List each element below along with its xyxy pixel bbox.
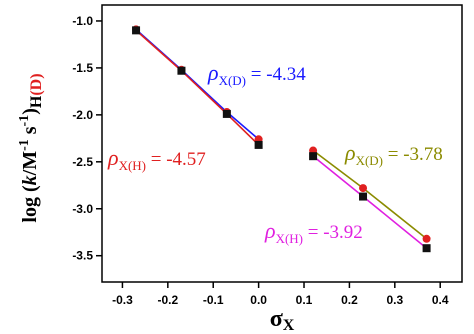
y-tick-label: -2.5 — [72, 155, 93, 169]
annotation: ρX(H) = -4.57 — [107, 145, 206, 173]
y-tick-label: -3.5 — [72, 249, 93, 263]
annotation: ρX(H) = -3.92 — [264, 218, 363, 246]
y-tick-label: -1.5 — [72, 61, 93, 75]
y-label-part: s — [19, 126, 41, 139]
annotation-text: = -4.34 — [246, 64, 306, 85]
marker — [422, 234, 431, 243]
x-tick-label: -0.1 — [203, 293, 224, 307]
annotation-symbol: ρ — [207, 60, 219, 85]
marker — [422, 244, 431, 253]
y-tick-label: -1.0 — [72, 14, 93, 28]
annotation-symbol: ρ — [107, 145, 119, 170]
annotation-subscript: X(D) — [219, 73, 246, 88]
y-label-sub: (D) — [28, 73, 45, 95]
marker — [177, 66, 186, 75]
y-label-sub: H — [28, 95, 45, 108]
y-tick-label: -2.0 — [72, 108, 93, 122]
annotation-subscript: X(D) — [356, 153, 383, 168]
annotation-text: = -3.92 — [303, 222, 363, 243]
marker — [359, 184, 368, 193]
y-label-part: k — [19, 175, 41, 185]
x-tick-label: 0.4 — [432, 293, 449, 307]
annotation-text: = -4.57 — [146, 149, 206, 170]
x-tick-label: -0.2 — [157, 293, 178, 307]
fit-line — [135, 29, 260, 146]
y-label-part: log ( — [19, 185, 41, 223]
x-tick-label: 0.3 — [386, 293, 403, 307]
annotation: ρX(D) = -3.78 — [344, 140, 443, 168]
y-label-sup: -1 — [17, 115, 32, 127]
y-label-part: /M — [19, 151, 41, 177]
x-tick-label: 0.0 — [250, 293, 267, 307]
x-label-symbol: σ — [270, 306, 283, 332]
marker — [309, 152, 318, 161]
y-label-sup: -1 — [17, 139, 32, 151]
x-tick-label: -0.3 — [112, 293, 133, 307]
x-axis-label: σX — [270, 306, 295, 334]
x-tick-label: 0.1 — [296, 293, 313, 307]
annotation-subscript: X(H) — [119, 158, 146, 173]
y-axis-label: log (k/M-1 s-1)H(D) — [17, 73, 45, 222]
y-label-part: ) — [19, 108, 41, 115]
x-label-subscript: X — [283, 317, 295, 334]
marker — [359, 192, 368, 201]
marker — [132, 26, 141, 35]
annotation-subscript: X(H) — [276, 231, 303, 246]
marker — [222, 109, 231, 118]
annotation-symbol: ρ — [344, 140, 356, 165]
x-tick-label: 0.2 — [341, 293, 358, 307]
marker — [254, 140, 263, 149]
plot-frame — [101, 4, 463, 283]
annotation: ρX(D) = -4.34 — [207, 60, 306, 88]
annotation-text: = -3.78 — [383, 144, 443, 165]
y-tick-label: -3.0 — [72, 202, 93, 216]
annotation-symbol: ρ — [264, 218, 276, 243]
